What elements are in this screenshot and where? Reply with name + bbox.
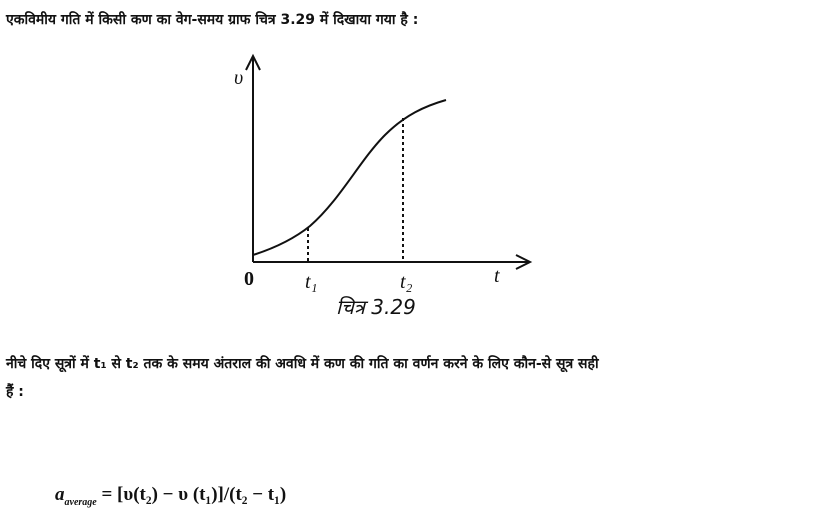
- t1-label: t₁: [305, 271, 318, 293]
- x-axis-label: t: [494, 265, 500, 287]
- formula: aaverage = [υ(t₂) − υ (t₁)]/(t₂ − t₁): [55, 484, 286, 508]
- y-axis-label: υ: [234, 67, 243, 89]
- t2-label: t₂: [400, 271, 413, 293]
- formula-expression: = [υ(t₂) − υ (t₁)]/(t₂ − t₁): [101, 484, 287, 505]
- velocity-curve: [252, 99, 447, 256]
- x-axis-arrow: [515, 254, 533, 270]
- question-line: हैं :: [6, 384, 24, 400]
- y-axis-arrow: [245, 53, 261, 71]
- formula-symbol: a: [55, 484, 65, 505]
- formula-subscript: average: [64, 497, 97, 508]
- figure-caption: चित्र 3.29: [336, 295, 416, 319]
- intro-text: एकविमीय गति में किसी कण का वेग-समय ग्राफ…: [6, 12, 419, 28]
- origin-label: 0: [244, 268, 254, 290]
- question-line: नीचे दिए सूत्रों में t₁ से t₂ तक के समय …: [6, 356, 599, 372]
